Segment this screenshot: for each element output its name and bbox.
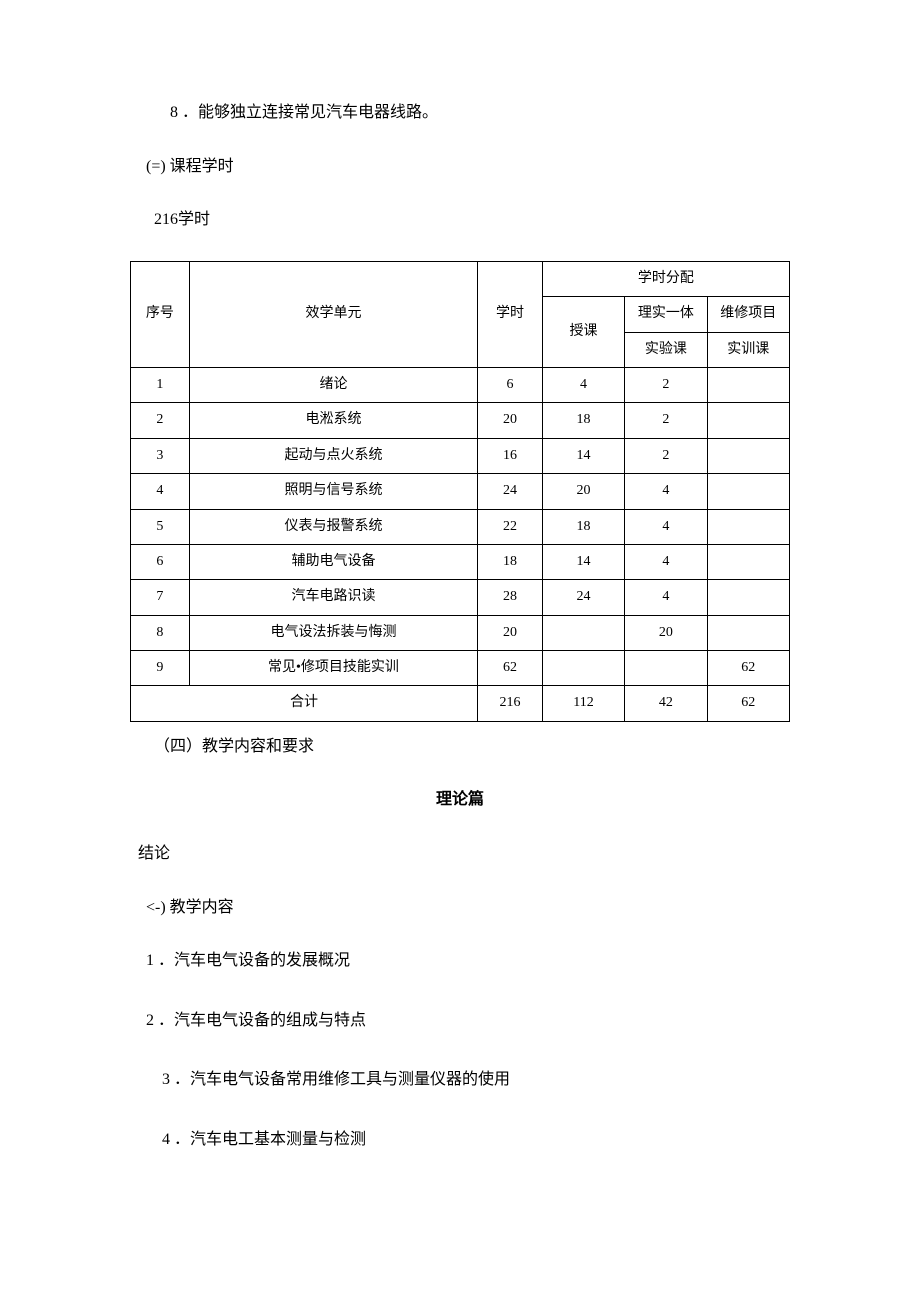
table-cell: 20 xyxy=(478,615,543,650)
table-cell: 4 xyxy=(625,474,707,509)
content-item-3: 3 ．汽车电气设备常用维修工具与测量仪器的使用 xyxy=(130,1067,790,1093)
table-cell: 4 xyxy=(625,509,707,544)
total-label: 合计 xyxy=(131,686,478,721)
hours-value: 216学时 xyxy=(130,207,790,233)
table-cell xyxy=(707,615,789,650)
table-cell xyxy=(707,403,789,438)
header-training: 实训课 xyxy=(707,332,789,367)
table-cell: 照明与信号系统 xyxy=(189,474,477,509)
table-row: 5仪表与报警系统22184 xyxy=(131,509,790,544)
table-row: 4照明与信号系统24204 xyxy=(131,474,790,509)
table-cell: 16 xyxy=(478,438,543,473)
table-cell: 4 xyxy=(625,544,707,579)
table-header-row-1: 序号 效学单元 学时 学时分配 xyxy=(131,261,790,296)
table-cell: 电气设法拆装与悔测 xyxy=(189,615,477,650)
table-cell xyxy=(707,438,789,473)
table-cell: 22 xyxy=(478,509,543,544)
table-cell: 6 xyxy=(478,367,543,402)
table-cell: 42 xyxy=(625,686,707,721)
content-item-4: 4 ．汽车电工基本测量与检测 xyxy=(130,1127,790,1153)
header-unit: 效学单元 xyxy=(189,261,477,367)
table-row: 2电淞系统20182 xyxy=(131,403,790,438)
table-cell xyxy=(707,367,789,402)
table-cell: 24 xyxy=(542,580,624,615)
table-cell: 62 xyxy=(707,686,789,721)
table-cell: 62 xyxy=(707,651,789,686)
table-cell xyxy=(707,474,789,509)
table-cell: 112 xyxy=(542,686,624,721)
table-cell xyxy=(707,544,789,579)
table-cell: 汽车电路识读 xyxy=(189,580,477,615)
hours-table: 序号 效学单元 学时 学时分配 授课 理实一体 维修项目 实验课 实训课 1绪论… xyxy=(130,261,790,722)
table-cell: 20 xyxy=(542,474,624,509)
theory-heading: 理论篇 xyxy=(130,787,790,813)
table-cell: 绪论 xyxy=(189,367,477,402)
header-hours: 学时 xyxy=(478,261,543,367)
table-cell: 24 xyxy=(478,474,543,509)
table-cell: 2 xyxy=(625,403,707,438)
teaching-content-label: <-) 教学内容 xyxy=(130,895,790,921)
table-row: 3起动与点火系统16142 xyxy=(131,438,790,473)
table-cell: 7 xyxy=(131,580,190,615)
table-cell xyxy=(625,651,707,686)
table-cell: 仪表与报警系统 xyxy=(189,509,477,544)
table-row: 1绪论642 xyxy=(131,367,790,402)
section-4-title: （四）教学内容和要求 xyxy=(130,734,790,760)
table-cell: 28 xyxy=(478,580,543,615)
table-cell xyxy=(707,580,789,615)
table-cell: 2 xyxy=(625,367,707,402)
table-cell: 18 xyxy=(542,403,624,438)
table-cell: 2 xyxy=(625,438,707,473)
table-cell: 4 xyxy=(625,580,707,615)
table-cell xyxy=(542,651,624,686)
table-row: 7汽车电路识读28244 xyxy=(131,580,790,615)
table-cell: 常见•修项目技能实训 xyxy=(189,651,477,686)
header-seq: 序号 xyxy=(131,261,190,367)
table-row: 8电气设法拆装与悔测2020 xyxy=(131,615,790,650)
table-cell: 5 xyxy=(131,509,190,544)
table-total-row: 合计2161124262 xyxy=(131,686,790,721)
table-cell: 辅助电气设备 xyxy=(189,544,477,579)
table-cell: 14 xyxy=(542,544,624,579)
table-row: 6辅助电气设备18144 xyxy=(131,544,790,579)
table-cell: 2 xyxy=(131,403,190,438)
header-integrated: 理实一体 xyxy=(625,297,707,332)
content-item-2: 2 ．汽车电气设备的组成与特点 xyxy=(130,1008,790,1034)
table-cell xyxy=(542,615,624,650)
table-cell xyxy=(707,509,789,544)
header-distribution: 学时分配 xyxy=(542,261,789,296)
section-hours-title: (=) 课程学时 xyxy=(130,154,790,180)
table-cell: 6 xyxy=(131,544,190,579)
table-cell: 14 xyxy=(542,438,624,473)
table-row: 9常见•修项目技能实训6262 xyxy=(131,651,790,686)
table-cell: 电淞系统 xyxy=(189,403,477,438)
table-cell: 216 xyxy=(478,686,543,721)
table-cell: 18 xyxy=(478,544,543,579)
table-cell: 3 xyxy=(131,438,190,473)
table-cell: 62 xyxy=(478,651,543,686)
table-cell: 起动与点火系统 xyxy=(189,438,477,473)
table-cell: 20 xyxy=(625,615,707,650)
table-cell: 4 xyxy=(542,367,624,402)
table-cell: 1 xyxy=(131,367,190,402)
header-lecture: 授课 xyxy=(542,297,624,368)
conclusion-label: 结论 xyxy=(130,841,790,867)
table-cell: 20 xyxy=(478,403,543,438)
table-cell: 8 xyxy=(131,615,190,650)
header-maintenance: 维修项目 xyxy=(707,297,789,332)
header-lab: 实验课 xyxy=(625,332,707,367)
content-item-1: 1 ．汽车电气设备的发展概况 xyxy=(130,948,790,974)
table-cell: 18 xyxy=(542,509,624,544)
table-cell: 4 xyxy=(131,474,190,509)
table-cell: 9 xyxy=(131,651,190,686)
paragraph-item-8: 8 ．能够独立连接常见汽车电器线路。 xyxy=(130,100,790,126)
